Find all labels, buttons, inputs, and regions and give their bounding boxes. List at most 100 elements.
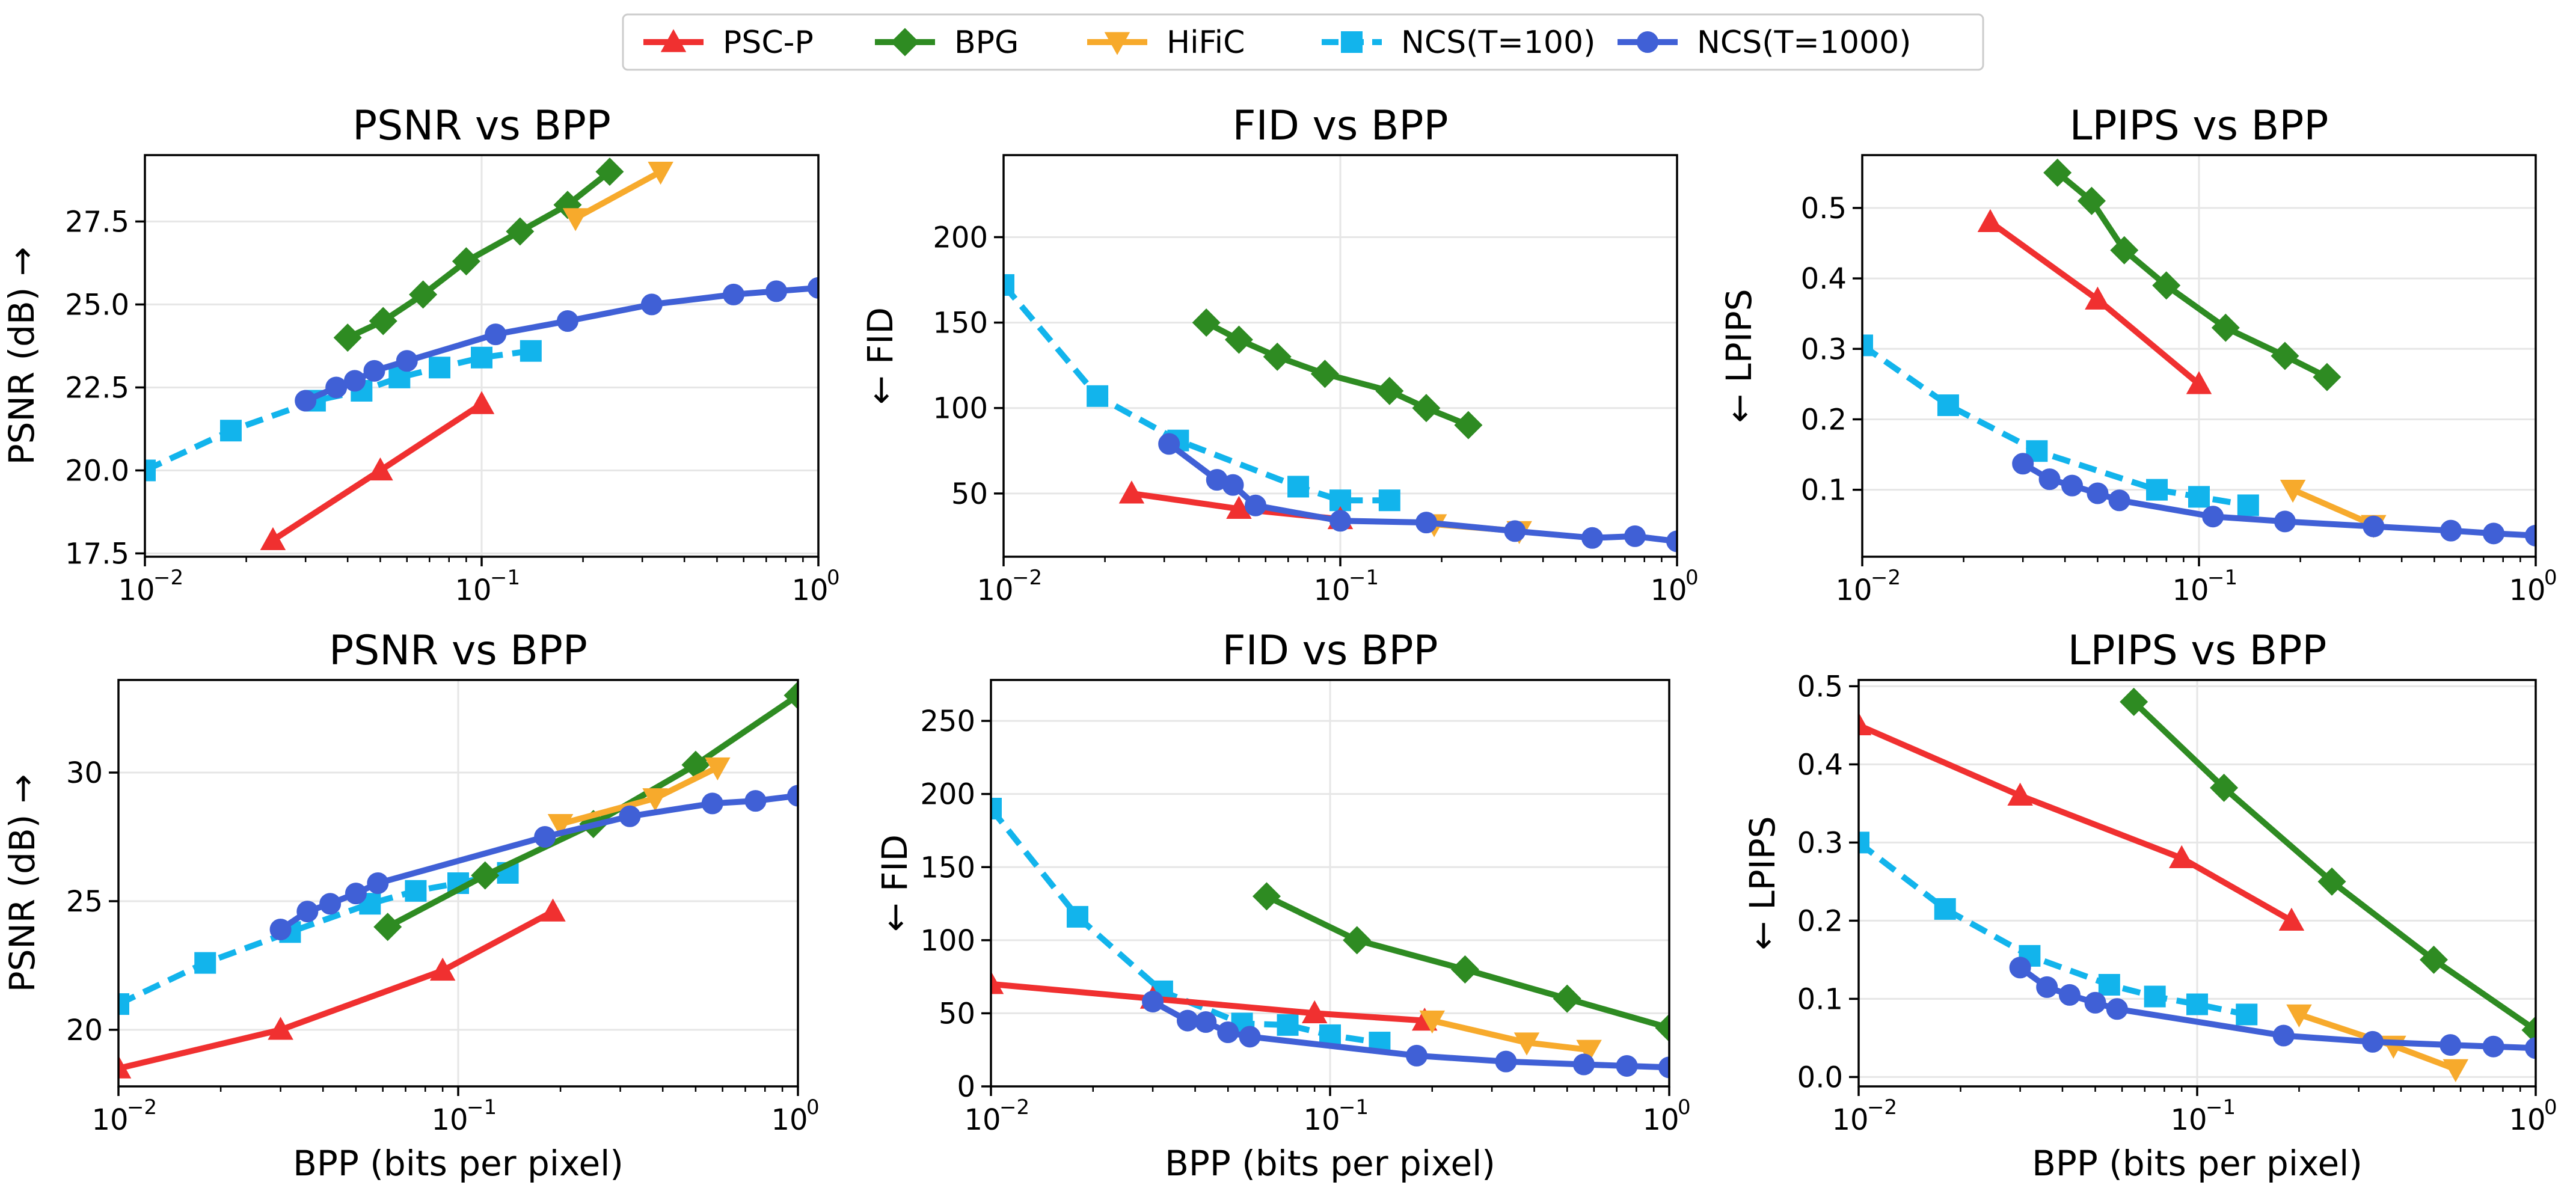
- data-point-ncs-t-1000: [2525, 1037, 2536, 1059]
- data-point-ncs-t-1000: [808, 277, 818, 299]
- x-axis: 10−2 10−1 100: [977, 557, 1699, 607]
- series-ncs-t-100: [1862, 334, 2259, 516]
- data-point-ncs-t-1000: [2274, 510, 2296, 533]
- data-point-bpg: [1310, 360, 1339, 388]
- panel-title: FID vs BPP: [1232, 102, 1448, 150]
- data-point-psc-p: [1977, 209, 2004, 232]
- x-tick-exponent: −2: [999, 1095, 1029, 1119]
- data-point-ncs-t-100: [2144, 985, 2166, 1008]
- y-tick-label: 22.5: [65, 371, 129, 405]
- data-point-ncs-t-100: [145, 459, 156, 482]
- panel-title: FID vs BPP: [1222, 627, 1438, 675]
- data-point-ncs-t-1000: [325, 376, 348, 399]
- data-point-bpg: [2152, 271, 2181, 300]
- data-point-bpg: [506, 217, 535, 246]
- y-axis-label: PSNR (dB) →: [2, 774, 43, 993]
- x-axis: 10−2 10−1 100: [91, 1086, 820, 1137]
- data-point-bpg: [1224, 325, 1253, 354]
- series-line-ncs-t-1000: [2017, 964, 2536, 1052]
- x-axis: 10−2 10−1 100: [964, 1086, 1691, 1137]
- data-point-ncs-t-100: [2146, 479, 2168, 501]
- legend: PSC-P BPG HiFiC NCS(T=100) NCS(T=1000): [622, 13, 1984, 71]
- grid: [1861, 155, 2537, 557]
- data-point-ncs-t-1000: [2009, 957, 2031, 979]
- legend-marker-bpg: [891, 28, 919, 57]
- data-point-ncs-t-1000: [2106, 998, 2128, 1020]
- y-axis: 0.0 0.1 0.2 0.3 0.4 0.5: [1797, 670, 1859, 1094]
- x-tick-label: 10: [1303, 1103, 1340, 1137]
- y-tick-label: 20: [66, 1014, 103, 1047]
- data-point-ncs-t-100: [991, 797, 1002, 819]
- data-point-hific: [562, 208, 589, 231]
- y-tick-label: 0.1: [1797, 982, 1843, 1016]
- series-line-hific: [1429, 1017, 1592, 1053]
- data-point-bpg: [2271, 341, 2299, 370]
- y-axis-label: ← LPIPS: [1742, 816, 1783, 950]
- data-point-bpg: [1263, 342, 1292, 371]
- series-layer: [145, 158, 818, 551]
- series-ncs-t-1000: [269, 785, 798, 941]
- data-point-bpg: [2211, 313, 2240, 342]
- legend-entry-psc-p: PSC-P: [643, 25, 814, 61]
- data-point-bpg: [2420, 945, 2449, 974]
- data-point-ncs-t-1000: [1142, 990, 1164, 1012]
- data-point-ncs-t-1000: [1239, 1026, 1261, 1048]
- x-tick-exponent: −1: [2206, 1095, 2236, 1119]
- x-tick-exponent: 0: [806, 1095, 820, 1119]
- data-point-ncs-t-100: [1087, 385, 1109, 407]
- data-point-ncs-t-1000: [2440, 519, 2462, 542]
- x-tick-exponent: −2: [1867, 1095, 1897, 1119]
- data-point-psc-p: [2186, 371, 2212, 394]
- data-point-ncs-t-100: [2098, 974, 2120, 996]
- data-point-hific: [1419, 1010, 1446, 1034]
- y-axis: 0.1 0.2 0.3 0.4 0.5: [1801, 192, 1862, 507]
- data-point-ncs-t-1000: [1581, 527, 1603, 549]
- data-point-bpg: [2110, 236, 2139, 265]
- data-point-ncs-t-100: [2188, 486, 2210, 508]
- data-point-psc-p: [429, 957, 456, 981]
- series-hific: [1419, 1010, 1602, 1063]
- data-point-ncs-t-1000: [2087, 482, 2109, 504]
- series-line-psc-p: [991, 981, 1428, 1024]
- data-point-ncs-t-100: [1862, 334, 1873, 357]
- y-tick-label: 0.3: [1797, 826, 1843, 860]
- y-tick-label: 25.0: [65, 288, 129, 322]
- data-point-ncs-t-1000: [2108, 489, 2130, 512]
- data-point-bpg: [784, 681, 798, 710]
- series-psc-p: [1977, 209, 2212, 394]
- data-point-ncs-t-1000: [1158, 433, 1180, 455]
- y-tick-label: 150: [920, 851, 975, 884]
- series-line-psc-p: [118, 908, 556, 1072]
- data-point-ncs-t-1000: [556, 310, 578, 332]
- data-point-bpg: [553, 191, 582, 219]
- x-tick-label: 10: [2509, 574, 2545, 607]
- data-point-ncs-t-1000: [2525, 524, 2536, 546]
- data-point-ncs-t-100: [429, 357, 451, 379]
- y-tick-label: 17.5: [65, 537, 129, 571]
- series-ncs-t-1000: [2009, 957, 2536, 1059]
- data-point-bpg: [1252, 882, 1281, 911]
- y-tick-label: 0.2: [1801, 403, 1847, 436]
- data-point-ncs-t-1000: [1658, 1056, 1669, 1079]
- data-point-psc-p: [268, 1017, 293, 1040]
- y-axis-label: ← FID: [860, 307, 901, 405]
- x-axis-label: BPP (bits per pixel): [1165, 1143, 1495, 1184]
- data-point-ncs-t-1000: [345, 883, 367, 905]
- legend-label-bpg: BPG: [954, 25, 1019, 61]
- legend-label-hific: HiFiC: [1167, 25, 1245, 61]
- data-point-ncs-t-1000: [2058, 984, 2081, 1006]
- x-tick-exponent: −2: [1871, 566, 1901, 590]
- y-tick-label: 20.0: [65, 454, 129, 488]
- data-point-ncs-t-1000: [1666, 530, 1677, 553]
- series-ncs-t-100: [118, 862, 519, 1015]
- x-tick-label: 10: [977, 574, 1013, 607]
- data-point-ncs-t-1000: [1405, 1044, 1428, 1067]
- data-point-ncs-t-1000: [296, 901, 319, 923]
- series-bpg: [333, 158, 624, 352]
- x-tick-exponent: −1: [1339, 1095, 1369, 1119]
- data-point-ncs-t-1000: [269, 919, 292, 941]
- data-point-ncs-t-1000: [640, 293, 663, 316]
